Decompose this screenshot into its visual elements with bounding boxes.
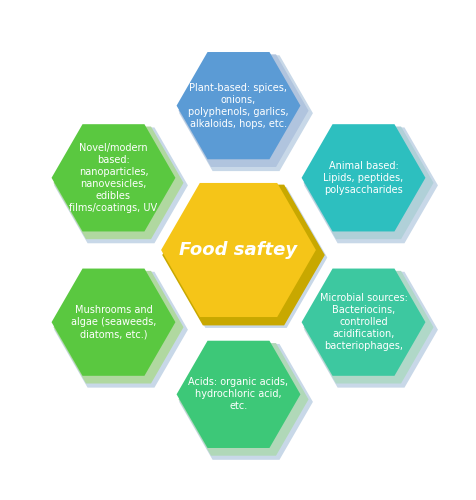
Polygon shape: [178, 54, 308, 167]
Polygon shape: [301, 268, 425, 376]
Text: Mushrooms and
algae (seaweeds,
diatoms, etc.): Mushrooms and algae (seaweeds, diatoms, …: [70, 305, 156, 339]
Polygon shape: [176, 52, 300, 160]
Polygon shape: [53, 271, 183, 384]
Polygon shape: [303, 271, 433, 384]
Polygon shape: [164, 187, 327, 328]
Polygon shape: [301, 124, 425, 232]
Polygon shape: [303, 126, 433, 239]
Polygon shape: [51, 124, 175, 232]
Polygon shape: [178, 343, 308, 456]
Polygon shape: [161, 183, 315, 317]
Polygon shape: [162, 184, 324, 326]
Text: Acids: organic acids,
hydrochloric acid,
etc.: Acids: organic acids, hydrochloric acid,…: [188, 378, 288, 412]
Text: Food saftey: Food saftey: [179, 241, 297, 259]
Polygon shape: [51, 268, 175, 376]
Polygon shape: [176, 340, 300, 448]
Text: Microbial sources:
Bacteriocins,
controlled
acidification,
bacteriophages,: Microbial sources: Bacteriocins, control…: [319, 293, 407, 351]
Polygon shape: [54, 272, 188, 388]
Polygon shape: [179, 56, 312, 171]
Text: Novel/modern
based:
nanoparticles,
nanovesicles,
edibles
films/coatings, UV: Novel/modern based: nanoparticles, nanov…: [69, 143, 157, 213]
Polygon shape: [54, 128, 188, 244]
Text: Animal based:
Lipids, peptides,
polysaccharides: Animal based: Lipids, peptides, polysacc…: [323, 161, 403, 195]
Polygon shape: [53, 126, 183, 239]
Polygon shape: [304, 272, 437, 388]
Polygon shape: [304, 128, 437, 244]
Polygon shape: [179, 344, 312, 460]
Text: Plant-based: spices,
onions,
polyphenols, garlics,
alkaloids, hops, etc.: Plant-based: spices, onions, polyphenols…: [188, 82, 288, 128]
